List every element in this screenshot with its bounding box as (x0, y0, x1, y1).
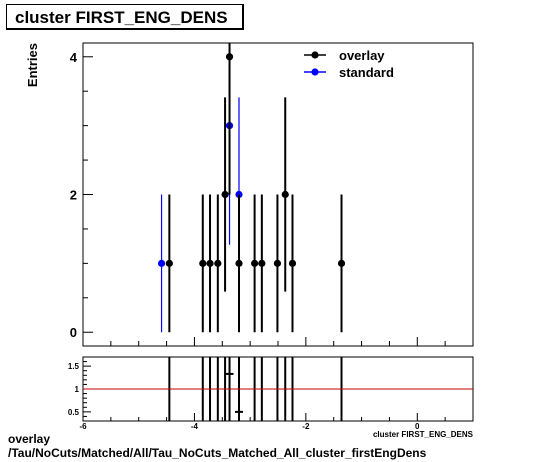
overlay-point (281, 190, 289, 199)
title-box: cluster FIRST_ENG_DENS (6, 4, 244, 30)
overlay-point (258, 259, 266, 267)
x-tick-label: 0 (415, 422, 420, 431)
legend-label-standard: standard (339, 65, 394, 80)
x-tick-label: -4 (191, 422, 199, 431)
overlay-point (165, 259, 173, 267)
overlay-point (337, 259, 346, 267)
overlay-point (214, 259, 222, 267)
standard-point (157, 259, 166, 267)
x-axis-label: cluster FIRST_ENG_DENS (373, 430, 474, 439)
ratio-y-tick-label: 0.5 (68, 408, 80, 417)
y-tick-label: 4 (70, 50, 78, 65)
overlay-point (225, 53, 234, 61)
x-tick-label: -6 (79, 422, 87, 431)
overlay-point (235, 259, 243, 267)
y-tick-label: 2 (70, 188, 77, 203)
x-tick-label: -2 (302, 422, 310, 431)
ratio-y-tick-label: 1.5 (68, 362, 80, 371)
overlay-point (288, 259, 297, 267)
overlay-point (206, 259, 214, 267)
overlay-point (251, 259, 259, 267)
chart-title: cluster FIRST_ENG_DENS (15, 8, 228, 27)
footer-line-1: overlay (8, 432, 51, 446)
y-axis-label: Entries (25, 43, 40, 87)
overlay-point (273, 259, 282, 267)
overlay-point (199, 259, 207, 267)
footer-line-2: /Tau/NoCuts/Matched/All/Tau_NoCuts_Match… (8, 446, 427, 460)
y-tick-label: 0 (70, 325, 77, 340)
footer: overlay /Tau/NoCuts/Matched/All/Tau_NoCu… (8, 432, 426, 460)
legend-marker-overlay (311, 51, 319, 59)
legend-label-overlay: overlay (339, 48, 385, 63)
legend-marker-standard (311, 68, 319, 76)
ratio-y-tick-label: 1 (75, 385, 80, 394)
overlay-point (221, 190, 229, 199)
